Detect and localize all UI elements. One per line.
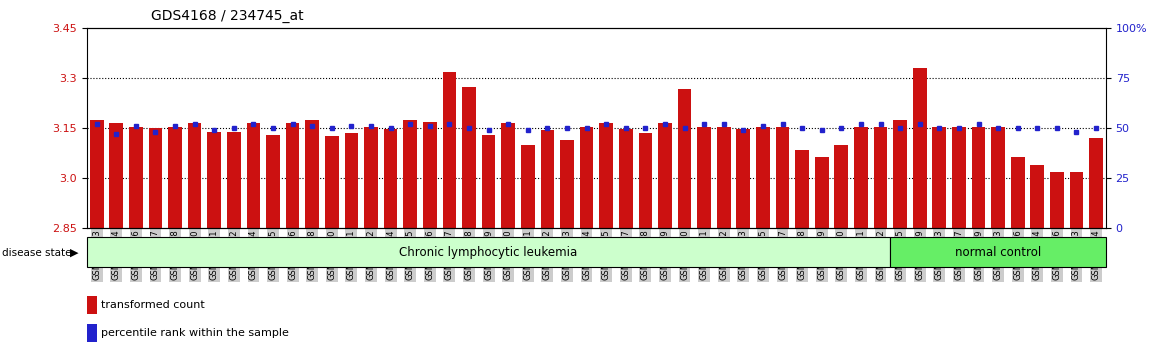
- Bar: [1070, 172, 1084, 228]
- Bar: [207, 132, 221, 228]
- Text: ▶: ▶: [71, 248, 79, 258]
- Bar: [1031, 165, 1045, 228]
- Bar: [560, 140, 574, 228]
- Text: transformed count: transformed count: [101, 299, 205, 310]
- Bar: [972, 127, 985, 228]
- Bar: [776, 127, 790, 228]
- Bar: [1090, 138, 1102, 228]
- Bar: [658, 123, 672, 228]
- Bar: [501, 123, 515, 228]
- Bar: [796, 150, 809, 228]
- Bar: [580, 127, 593, 228]
- Bar: [482, 135, 496, 228]
- Bar: [266, 135, 280, 228]
- Bar: [306, 120, 320, 228]
- Bar: [87, 324, 97, 342]
- Bar: [893, 120, 907, 228]
- Text: GDS4168 / 234745_at: GDS4168 / 234745_at: [151, 9, 303, 23]
- Bar: [991, 127, 1005, 228]
- Bar: [188, 123, 201, 228]
- Bar: [462, 87, 476, 228]
- Text: Chronic lymphocytic leukemia: Chronic lymphocytic leukemia: [400, 246, 578, 259]
- Bar: [1050, 172, 1064, 228]
- Bar: [345, 133, 358, 228]
- Text: normal control: normal control: [955, 246, 1041, 259]
- Bar: [383, 129, 397, 228]
- Bar: [1011, 157, 1025, 228]
- Bar: [815, 157, 829, 228]
- Bar: [364, 127, 378, 228]
- Text: disease state: disease state: [2, 248, 72, 258]
- Bar: [148, 129, 162, 228]
- Bar: [247, 123, 261, 228]
- Bar: [736, 129, 750, 228]
- Bar: [521, 145, 535, 228]
- Bar: [227, 132, 241, 228]
- Bar: [835, 145, 848, 228]
- Bar: [87, 296, 97, 314]
- Bar: [873, 127, 887, 228]
- Bar: [952, 127, 966, 228]
- Bar: [677, 89, 691, 228]
- Bar: [168, 127, 182, 228]
- Bar: [109, 123, 123, 228]
- Bar: [891, 237, 1106, 267]
- Bar: [717, 127, 731, 228]
- Bar: [286, 123, 300, 228]
- Bar: [913, 68, 926, 228]
- Text: percentile rank within the sample: percentile rank within the sample: [101, 327, 290, 338]
- Bar: [90, 120, 103, 228]
- Bar: [87, 237, 891, 267]
- Bar: [855, 127, 867, 228]
- Bar: [541, 130, 555, 228]
- Bar: [932, 127, 946, 228]
- Bar: [129, 127, 142, 228]
- Bar: [325, 136, 338, 228]
- Bar: [403, 120, 417, 228]
- Bar: [638, 133, 652, 228]
- Bar: [423, 122, 437, 228]
- Bar: [697, 127, 711, 228]
- Bar: [618, 129, 632, 228]
- Bar: [442, 72, 456, 228]
- Bar: [600, 123, 613, 228]
- Bar: [756, 127, 770, 228]
